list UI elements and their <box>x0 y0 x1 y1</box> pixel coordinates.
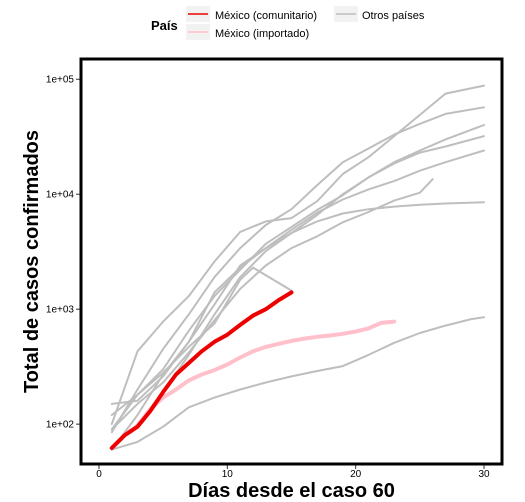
series-line-otros-paises <box>110 124 485 451</box>
legend-entry-label: México (comunitario) <box>215 10 317 22</box>
legend: País México (comunitario) México (importa… <box>151 6 425 40</box>
series-line-otros-paises <box>110 84 485 426</box>
x-axis-title: Días desde el caso 60 <box>188 480 395 502</box>
series-line-otros-paises <box>110 135 485 416</box>
y-tick-label: 1e+05 <box>46 75 75 86</box>
x-tick-label: 30 <box>478 469 490 480</box>
plot-lines <box>109 84 485 451</box>
legend-entry-label: Otros países <box>362 10 425 22</box>
series-line-otros-paises <box>110 149 485 405</box>
series-line-otros-paises <box>110 266 293 431</box>
y-tick-label: 1e+03 <box>46 305 75 316</box>
series-line-otros-paises <box>110 316 485 451</box>
y-tick-label: 1e+04 <box>46 190 75 201</box>
series-line-mexico-comunitario <box>109 290 294 450</box>
series-line-otros-paises <box>110 106 485 434</box>
x-tick-label: 20 <box>350 469 362 480</box>
series-line-otros-paises <box>110 201 485 451</box>
legend-title: País <box>151 18 178 33</box>
legend-entry-label: México (importado) <box>215 28 309 40</box>
x-tick-label: 0 <box>96 469 102 480</box>
series-line-otros-paises <box>110 178 434 431</box>
y-axis-title: Total de casos confirmados <box>21 130 43 393</box>
axes: 0 10 20 30 1e+02 1e+03 1e+04 1e+05 <box>46 75 490 480</box>
x-tick-label: 10 <box>222 469 234 480</box>
plot-panel-border <box>79 57 504 466</box>
y-tick-label: 1e+02 <box>46 420 75 431</box>
